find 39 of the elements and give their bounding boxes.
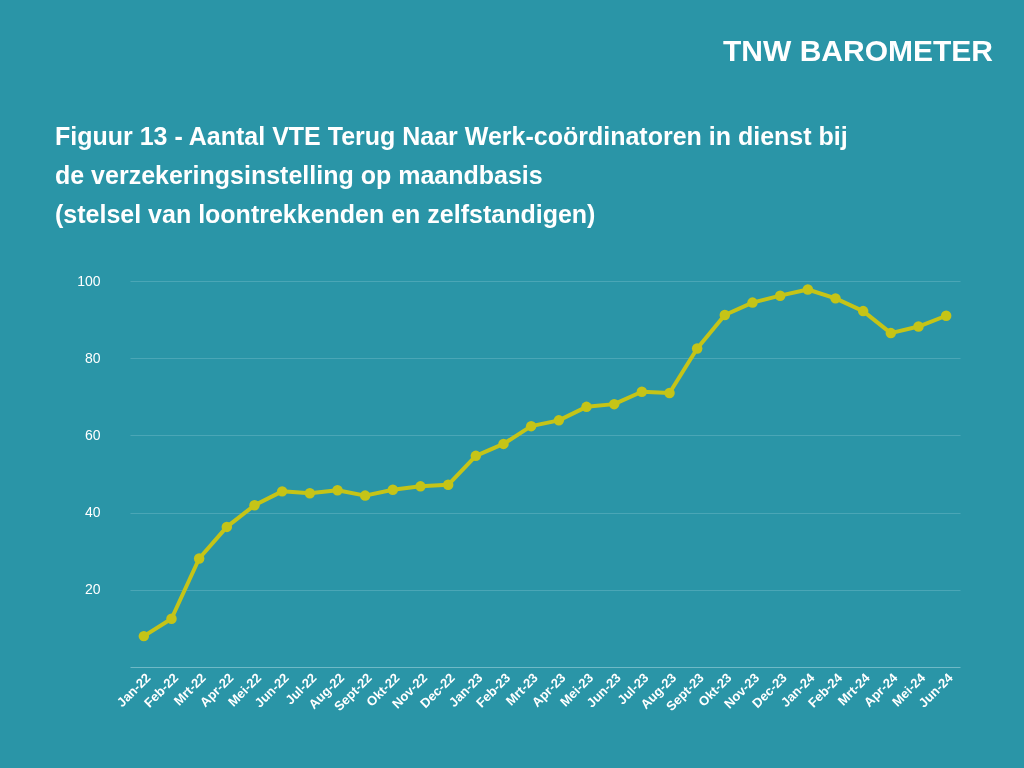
point [332,484,343,496]
point [885,327,897,339]
point [359,490,371,501]
point [525,420,537,432]
point [802,284,814,295]
text: TNW BAROMETER [723,34,994,67]
point [249,500,260,511]
point [498,438,509,450]
point [304,488,316,499]
point [387,484,399,496]
point [553,415,565,426]
y-tick-label: 80 [84,349,101,366]
point [691,343,703,354]
point [608,398,620,410]
point [913,321,924,332]
point [940,310,952,321]
point [774,290,786,301]
point [636,386,648,398]
point [830,293,841,304]
point [664,387,675,399]
y-tick-label: 60 [84,426,101,443]
y-tick-label: 40 [84,504,101,521]
point [747,297,758,308]
y-tick-label: 100 [77,272,101,289]
y-tick-label: 20 [84,581,101,598]
point [415,481,426,492]
point [193,553,205,564]
point [221,521,233,533]
point [276,486,288,497]
point [581,401,592,413]
point [138,630,150,642]
point [166,613,177,624]
point [470,450,482,462]
text: (stelsel van loontrekkenden en zelfstandigen) [55,200,596,228]
point [857,305,869,317]
point [719,309,731,321]
point [442,479,454,491]
text: de verzekeringsinstelling op maandbasis [55,161,543,189]
text: Figuur 13 - Aantal VTE Terug Naar Werk-coördinatoren in dienst bij [55,122,848,150]
